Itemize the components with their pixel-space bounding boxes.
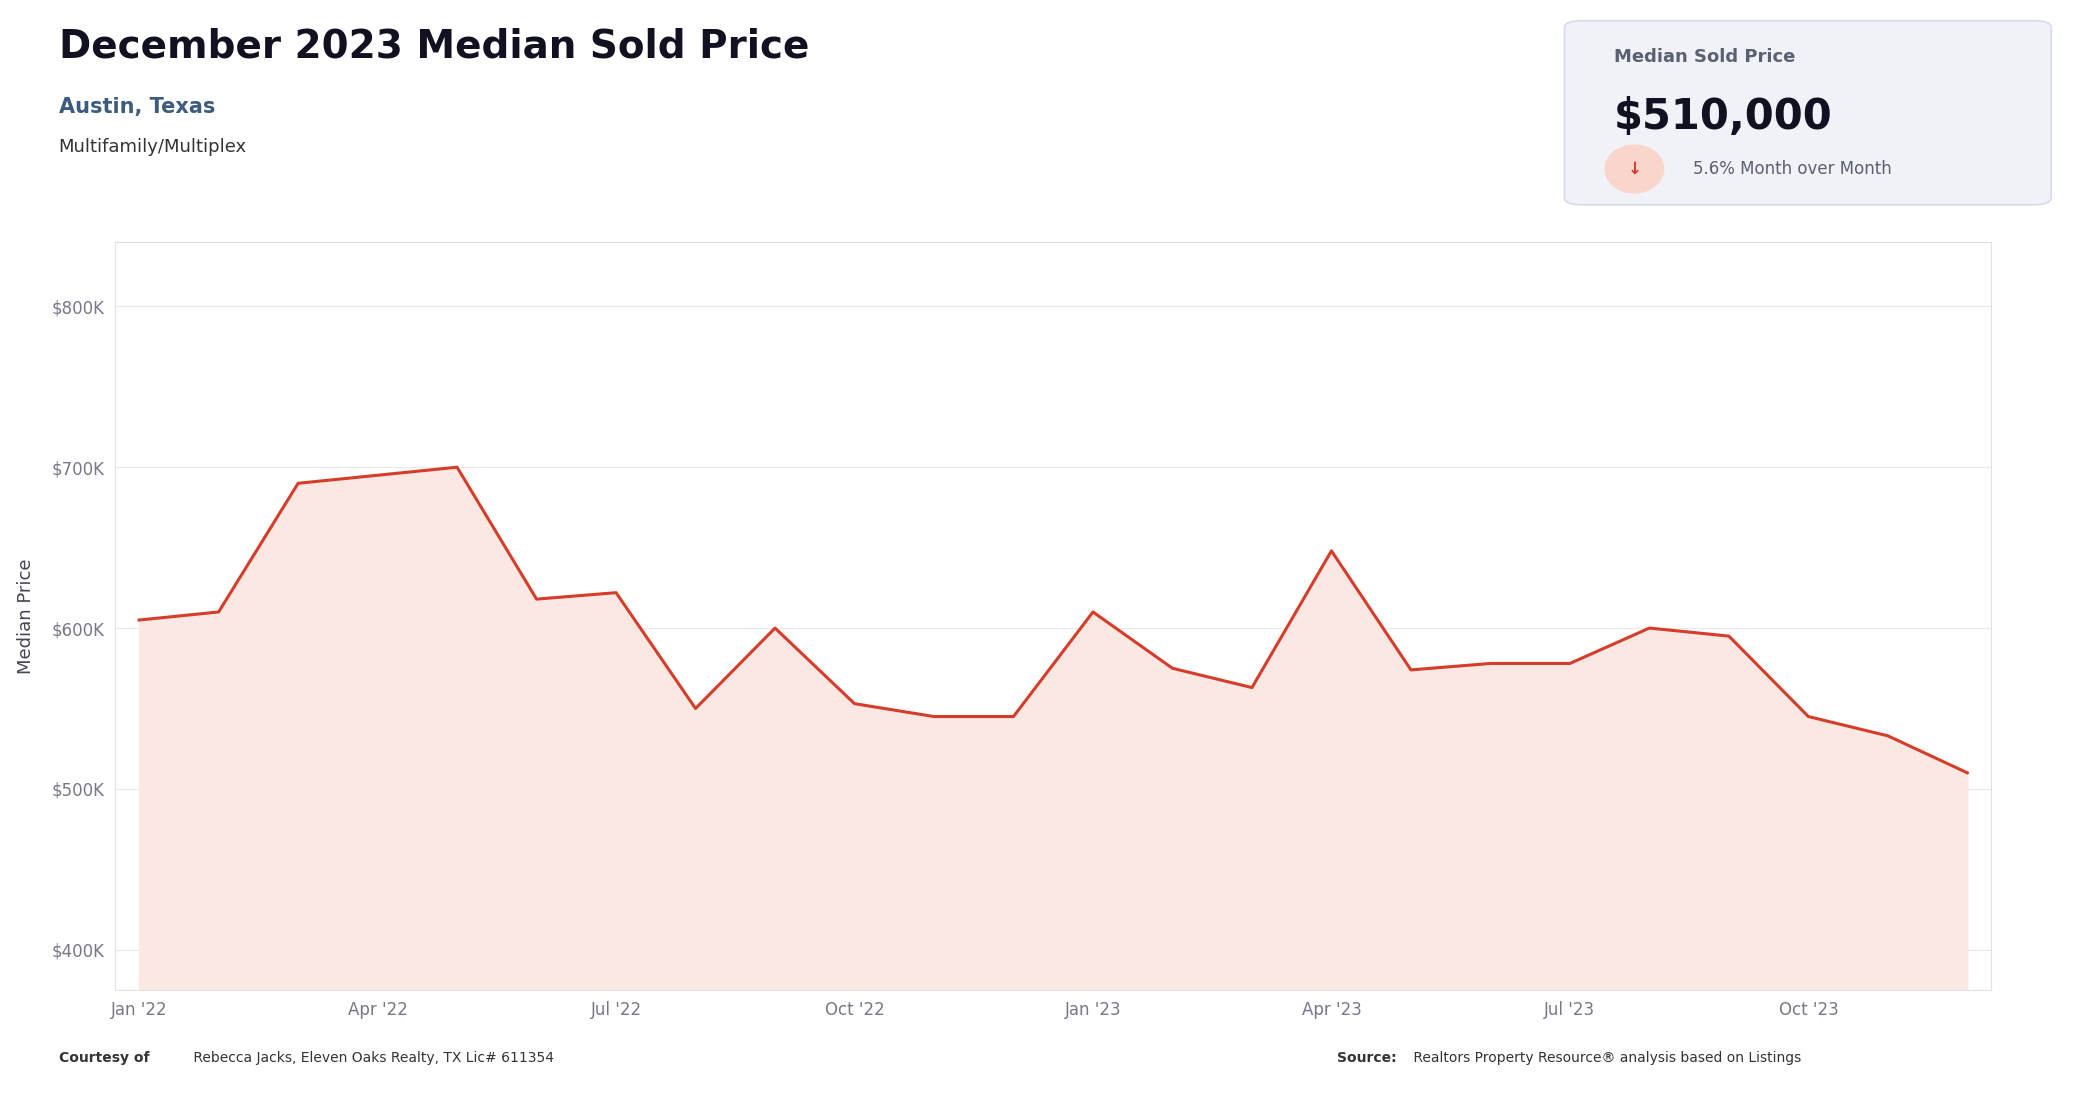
Ellipse shape <box>1606 145 1664 192</box>
Y-axis label: Median Price: Median Price <box>17 559 34 673</box>
Text: Median Sold Price: Median Sold Price <box>1614 48 1796 66</box>
Text: Rebecca Jacks, Eleven Oaks Realty, TX Lic# 611354: Rebecca Jacks, Eleven Oaks Realty, TX Li… <box>189 1050 553 1065</box>
Text: $510,000: $510,000 <box>1614 96 1832 138</box>
Text: Austin, Texas: Austin, Texas <box>59 97 216 117</box>
Text: Realtors Property Resource® analysis based on Listings: Realtors Property Resource® analysis bas… <box>1409 1050 1800 1065</box>
Text: December 2023 Median Sold Price: December 2023 Median Sold Price <box>59 28 809 66</box>
Text: ↓: ↓ <box>1626 160 1641 178</box>
FancyBboxPatch shape <box>1564 21 2052 205</box>
Text: 5.6% Month over Month: 5.6% Month over Month <box>1694 160 1891 178</box>
Text: Multifamily/Multiplex: Multifamily/Multiplex <box>59 138 247 155</box>
Text: Source:: Source: <box>1337 1050 1396 1065</box>
Text: Courtesy of: Courtesy of <box>59 1050 149 1065</box>
